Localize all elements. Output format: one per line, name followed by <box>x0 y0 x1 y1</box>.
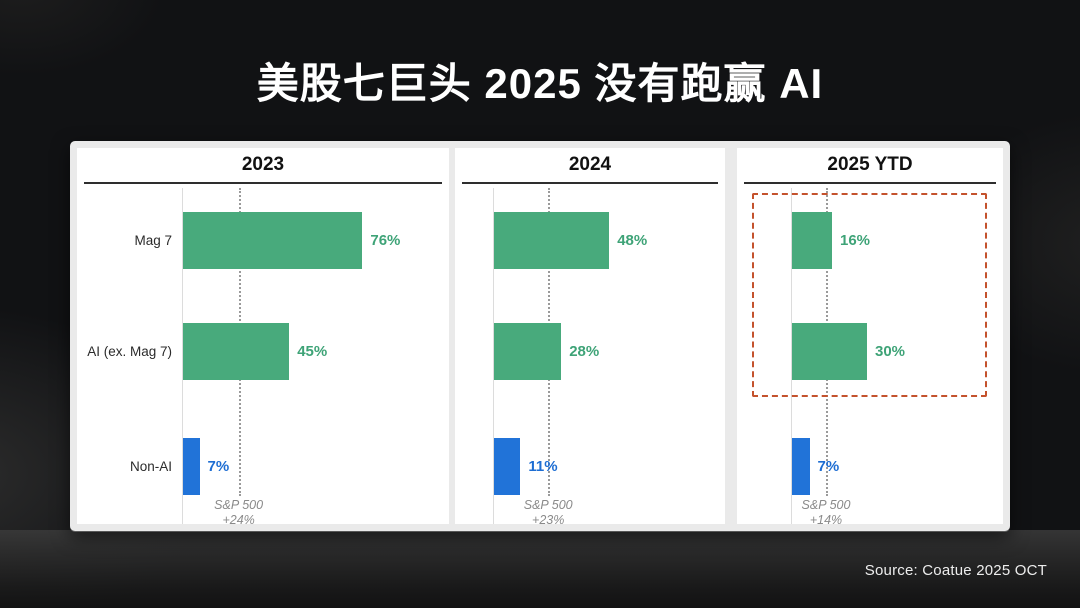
chart-panel-2025-ytd: 2025 YTD S&P 500 +14% 16% 30% 7% <box>737 148 1003 527</box>
bar-value-label: 7% <box>207 458 230 475</box>
source-attribution: Source: Coatue 2025 OCT <box>864 562 1047 579</box>
category-label: Mag 7 <box>134 233 172 248</box>
bar-value-label: 48% <box>617 232 648 249</box>
panel-title-underline <box>462 182 718 184</box>
benchmark-name: S&P 500 <box>523 498 573 512</box>
highlight-dashed-box <box>752 193 987 397</box>
chart-panel-2023: 2023 S&P 500 +24% 76% Mag 7 45% AI (ex. Mag 7)… <box>77 148 449 527</box>
panel-title: 2024 <box>568 154 612 175</box>
panel-title-underline <box>744 182 996 184</box>
chart-card: 2023 S&P 500 +24% 76% Mag 7 45% AI (ex. Mag 7)… <box>70 141 1010 531</box>
bar-value-label: 16% <box>840 232 871 249</box>
bar-non-ai <box>792 438 810 495</box>
axis-line <box>493 188 494 524</box>
benchmark-label: S&P 500 +14% <box>756 498 896 529</box>
bar-value-label: 45% <box>297 343 328 360</box>
bar-mag-7 <box>494 212 610 269</box>
benchmark-value: +14% <box>809 513 843 528</box>
bar-ai-ex-mag-7 <box>183 323 290 380</box>
floor-reflection <box>0 530 1080 608</box>
bar-value-label: 76% <box>370 232 401 249</box>
panel-title: 2023 <box>241 154 285 175</box>
bar-mag-7 <box>183 212 363 269</box>
axis-line <box>182 188 183 524</box>
category-label: AI (ex. Mag 7) <box>87 344 172 359</box>
page-title: 美股七巨头 2025 没有跑赢 AI <box>256 60 824 107</box>
benchmark-label: S&P 500 +24% <box>169 498 309 529</box>
benchmark-value: +24% <box>222 513 255 528</box>
bar-value-label: 7% <box>817 458 840 475</box>
bar-value-label: 28% <box>569 343 600 360</box>
benchmark-name: S&P 500 <box>214 498 264 512</box>
benchmark-value: +23% <box>532 513 565 528</box>
category-label: Non-AI <box>129 459 172 474</box>
panel-title: 2025 YTD <box>827 154 913 175</box>
bar-ai-ex-mag-7 <box>792 323 867 380</box>
bar-mag-7 <box>792 212 832 269</box>
bar-value-label: 30% <box>875 343 906 360</box>
benchmark-label: S&P 500 +23% <box>478 498 618 529</box>
panel-title-underline <box>84 182 442 184</box>
bar-non-ai <box>183 438 200 495</box>
benchmark-name: S&P 500 <box>801 498 851 512</box>
axis-line <box>791 188 792 524</box>
bar-non-ai <box>494 438 521 495</box>
bar-value-label: 11% <box>528 458 558 475</box>
bar-ai-ex-mag-7 <box>494 323 562 380</box>
chart-panel-2024: 2024 S&P 500 +23% 48% 28% 11% <box>455 148 725 527</box>
